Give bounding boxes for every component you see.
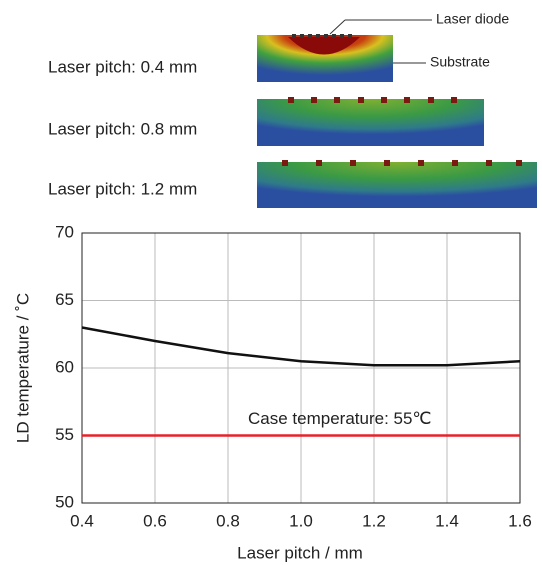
callout: Laser diode xyxy=(436,11,509,27)
x-tick-label: 0.8 xyxy=(216,511,240,530)
image-label: Laser pitch: 0.4 mm xyxy=(48,57,197,76)
image-label: Laser pitch: 0.8 mm xyxy=(48,119,197,138)
y-tick-label: 60 xyxy=(55,357,74,376)
x-tick-label: 1.6 xyxy=(508,511,532,530)
x-tick-label: 1.0 xyxy=(289,511,313,530)
y-tick-label: 70 xyxy=(55,222,74,241)
callout-line xyxy=(329,19,346,35)
image-label: Laser pitch: 1.2 mm xyxy=(48,179,197,198)
x-tick-label: 0.4 xyxy=(70,511,94,530)
y-tick-label: 65 xyxy=(55,290,74,309)
thermal-image xyxy=(257,97,484,146)
x-tick-label: 1.4 xyxy=(435,511,459,530)
y-axis-title: LD temperature / ˚C xyxy=(13,293,32,443)
plot-frame xyxy=(81,232,521,504)
callout: Substrate xyxy=(430,54,490,70)
thermal-image xyxy=(257,160,537,208)
x-tick-label: 0.6 xyxy=(143,511,167,530)
annotation: Case temperature: 55℃ xyxy=(248,409,432,428)
y-tick-label: 50 xyxy=(55,492,74,511)
x-tick-label: 1.2 xyxy=(362,511,386,530)
y-tick-label: 55 xyxy=(55,425,74,444)
data-line xyxy=(81,326,521,367)
x-axis-title: Laser pitch / mm xyxy=(237,543,363,562)
thermal-image xyxy=(257,34,393,82)
